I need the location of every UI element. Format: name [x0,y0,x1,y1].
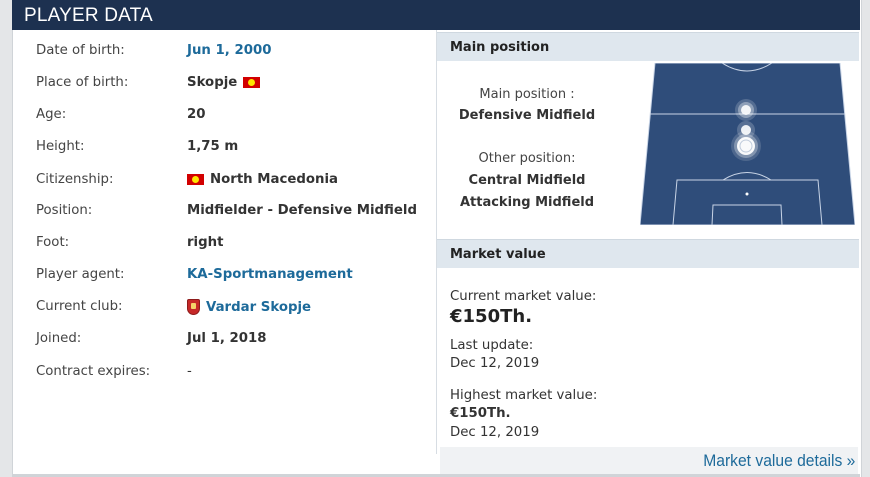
date-of-birth-link[interactable]: Jun 1, 2000 [187,43,271,58]
info-label: Place of birth: [36,75,129,90]
info-value: Jul 1, 2018 [187,331,267,346]
market-value-details-bar: Market value details » [440,447,858,475]
highest-market-value-date: Dec 12, 2019 [450,425,540,440]
player-info-table: Date of birth: Jun 1, 2000 Place of birt… [13,30,436,477]
other-position-label: Other position: [478,151,576,166]
card-bottom-border [12,474,860,477]
current-market-value-label: Current market value: [450,289,597,304]
main-position-heading: Main position [437,32,859,61]
info-row-date-of-birth: Date of birth: Jun 1, 2000 [13,36,436,68]
other-position-value: Central Midfield [468,173,586,188]
info-row-place-of-birth: Place of birth: Skopje [13,68,436,100]
position-text: Main position : Defensive Midfield Other… [437,60,637,240]
last-update-label: Last update: [450,338,534,353]
club-crest-icon[interactable] [187,299,200,315]
position-markers [731,99,761,161]
info-value: Midfielder - Defensive Midfield [187,203,417,218]
macedonia-flag-icon [243,77,261,88]
info-label: Contract expires: [36,364,151,379]
market-value-details-link[interactable]: Market value details » [702,451,855,470]
info-label: Position: [36,203,93,218]
info-value: 20 [187,107,206,122]
info-row-age: Age: 20 [13,100,436,132]
citizenship-value: North Macedonia [187,172,338,187]
current-club-link[interactable]: Vardar Skopje [187,299,311,315]
info-value: Skopje [187,75,238,90]
info-row-current-club: Current club: Vardar Skopje [13,292,436,324]
info-label: Age: [36,107,67,122]
info-row-foot: Foot: right [13,228,436,260]
column-divider [436,30,437,454]
central-midfield-marker [741,125,751,135]
info-label: Date of birth: [36,43,125,58]
main-position-value: Defensive Midfield [458,108,596,123]
info-value: North Macedonia [210,172,339,187]
attacking-midfield-marker [741,105,751,115]
highest-market-value: €150Th. [450,406,511,421]
market-value-heading: Market value [437,239,859,268]
place-of-birth-value: Skopje [187,75,261,90]
info-label: Current club: [36,299,123,314]
position-pitch-graphic [640,63,855,225]
last-update-value: Dec 12, 2019 [450,356,540,371]
right-column: Main position Main position : Defensive … [437,30,859,477]
info-row-contract-expires: Contract expires: - [13,357,436,389]
other-position-value: Attacking Midfield [459,195,595,210]
player-agent-link[interactable]: KA-Sportmanagement [187,267,353,282]
info-value: right [187,235,224,250]
info-label: Citizenship: [36,172,114,187]
info-row-joined: Joined: Jul 1, 2018 [13,324,436,356]
penalty-spot [745,192,749,196]
info-value[interactable]: Vardar Skopje [206,299,312,315]
info-value[interactable]: Jun 1, 2000 [187,43,272,58]
highest-market-value-label: Highest market value: [450,388,598,403]
info-label: Joined: [36,331,82,346]
info-row-height: Height: 1,75 m [13,132,436,164]
info-value: - [187,364,192,379]
info-row-position: Position: Midfielder - Defensive Midfiel… [13,196,436,228]
info-row-player-agent: Player agent: KA-Sportmanagement [13,260,436,292]
info-label: Height: [36,139,85,154]
macedonia-flag-icon [187,174,204,185]
info-row-citizenship: Citizenship: North Macedonia [13,165,436,197]
info-label: Foot: [36,235,70,250]
current-market-value: €150Th. [450,306,533,327]
main-position-label: Main position : [479,87,575,102]
info-value: 1,75 m [187,139,239,154]
player-data-header: PLAYER DATA [12,0,860,30]
info-label: Player agent: [36,267,125,282]
